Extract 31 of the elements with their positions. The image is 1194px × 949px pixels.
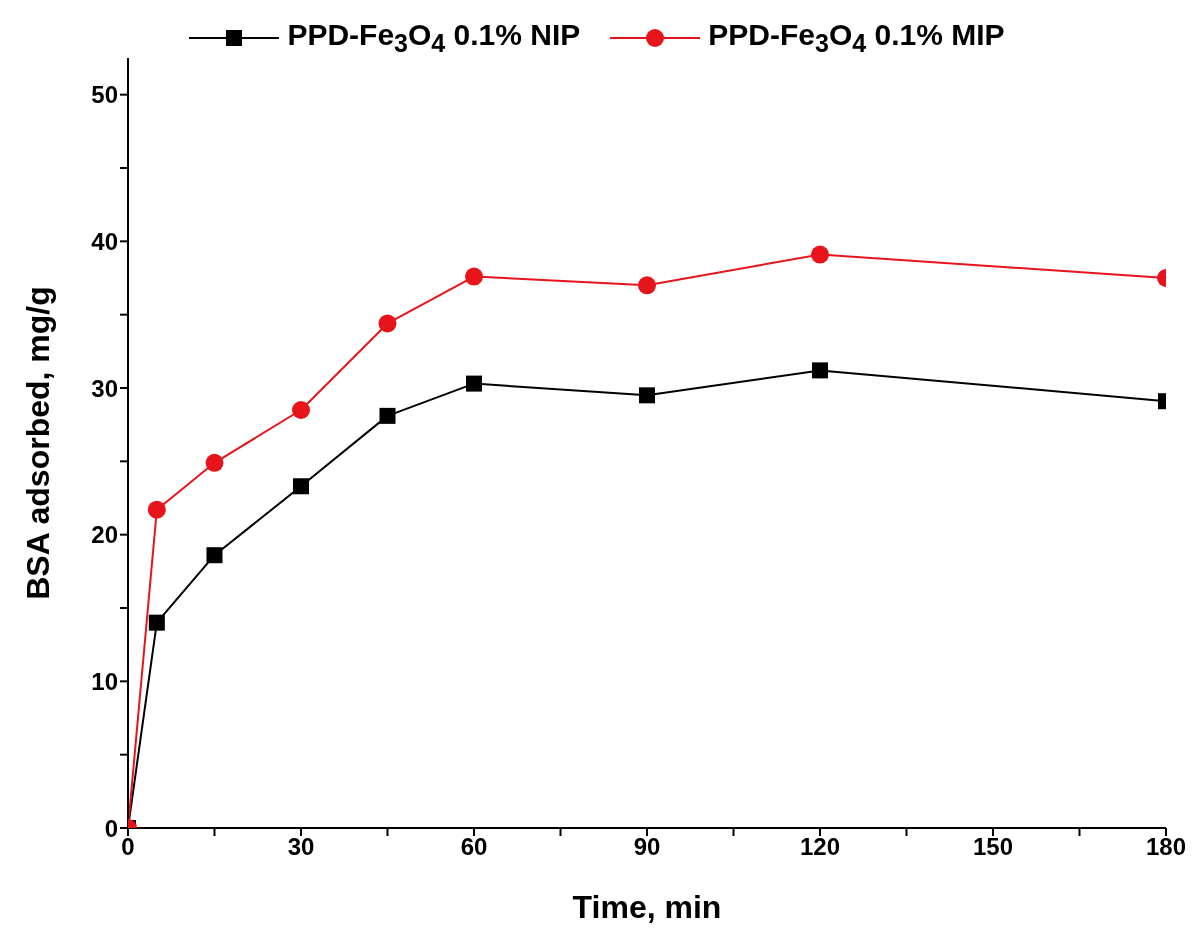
point: [812, 362, 828, 379]
legend-label: PPD-Fe$_{3}$O$_{4}$ 0.1% NIP: [287, 18, 581, 58]
y-tick-label: 40: [91, 227, 118, 255]
point: [466, 375, 482, 392]
point: [293, 478, 309, 495]
point: [148, 614, 165, 631]
point: [206, 547, 223, 564]
point: [378, 314, 397, 333]
y-axis-title: BSA adsorbed, mg/g: [20, 286, 57, 600]
x-tick-label: 120: [799, 833, 841, 861]
legend-label: PPD-Fe$_{3}$O$_{4}$ 0.1% MIP: [708, 18, 1005, 58]
point: [639, 387, 655, 404]
point: [292, 401, 310, 419]
point: [147, 500, 166, 519]
point: [379, 407, 396, 424]
y-tick-label: 50: [91, 81, 118, 109]
y-tick-label: 20: [91, 521, 118, 549]
y-tick-label: 0: [104, 814, 118, 842]
x-tick-label: 90: [633, 833, 661, 861]
point: [465, 267, 483, 286]
x-tick-label: 180: [1145, 833, 1187, 861]
x-axis-title: Time, min: [572, 889, 722, 925]
y-tick-label: 30: [91, 374, 118, 402]
x-tick-label: 60: [460, 833, 488, 861]
point: [205, 453, 224, 472]
y-tick-label: 10: [91, 667, 118, 695]
point: [811, 245, 829, 264]
x-tick-label: 0: [121, 833, 135, 861]
point: [638, 276, 656, 295]
x-tick-label: 150: [972, 833, 1014, 861]
x-tick-label: 30: [287, 833, 315, 861]
